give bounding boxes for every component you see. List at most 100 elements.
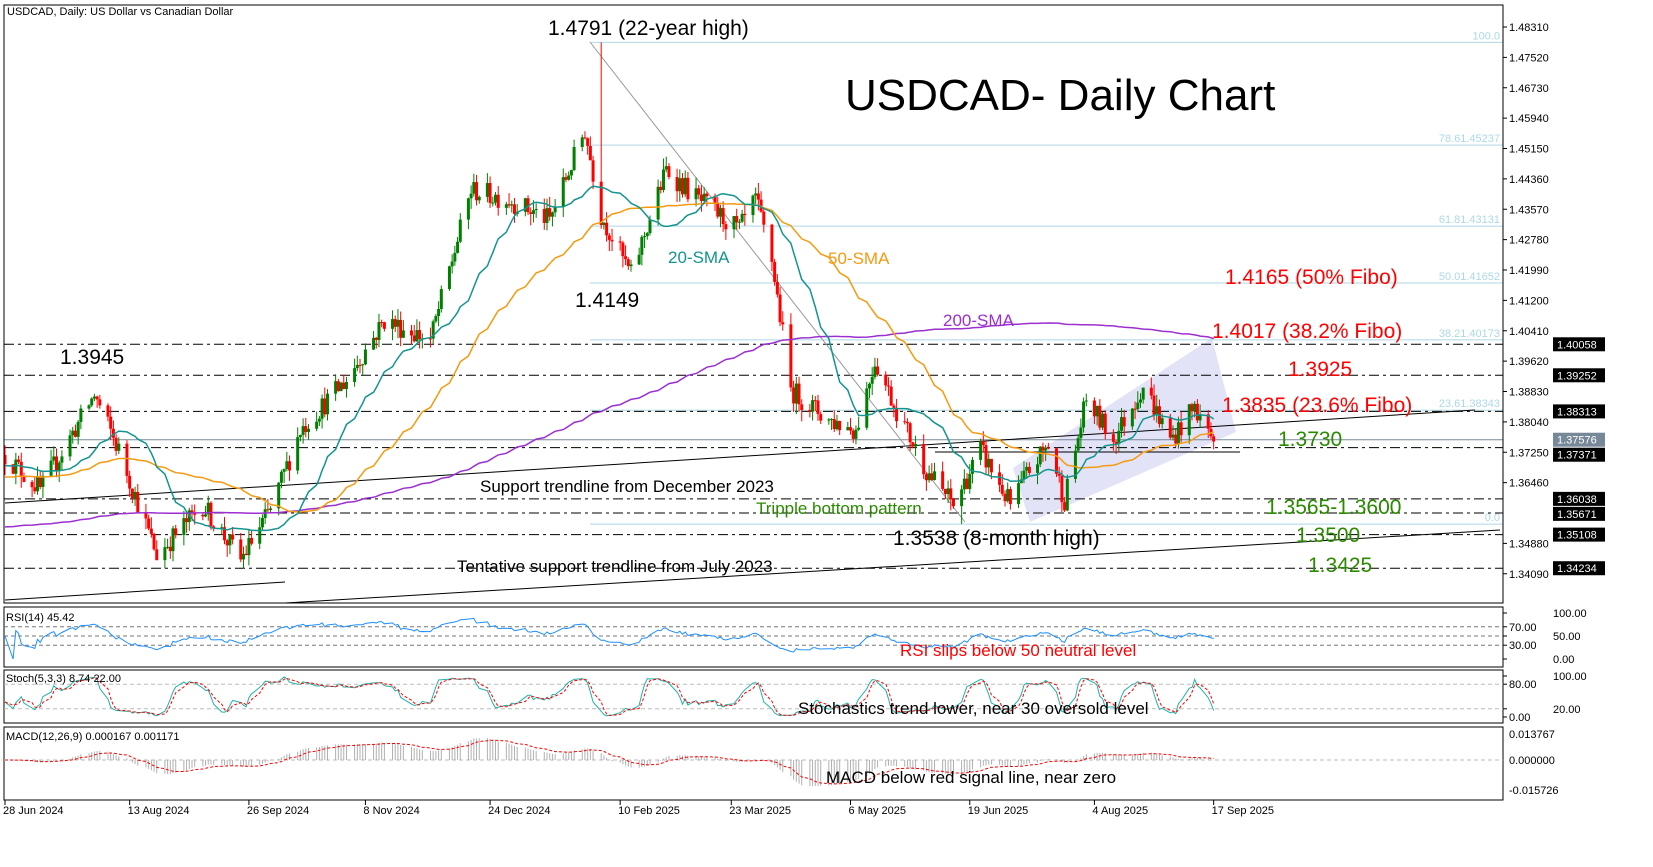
price-tick-label: 1.40410 <box>1509 326 1549 338</box>
candle-body <box>946 488 950 495</box>
candle-body <box>927 473 931 481</box>
candle-body <box>239 539 243 560</box>
annot-50-sma: 50-SMA <box>828 249 890 268</box>
date-tick-label: 26 Sep 2024 <box>247 805 309 817</box>
candle-body <box>640 236 644 255</box>
candle-body <box>114 437 118 451</box>
candle-body <box>960 489 964 507</box>
candle-body <box>304 426 308 432</box>
level-price-label: 1.38313 <box>1557 406 1597 418</box>
candle-body <box>1111 434 1115 442</box>
price-tick-label: 1.41990 <box>1509 265 1549 277</box>
rsi-tick-label: 100.00 <box>1553 608 1587 620</box>
candle-body <box>662 169 666 190</box>
candle-body <box>819 414 823 421</box>
candle-body <box>1160 418 1164 425</box>
candle-body <box>648 219 652 234</box>
candle-body <box>835 420 839 430</box>
candle-body <box>344 382 348 390</box>
candle-body <box>1193 403 1197 412</box>
candle-body <box>1190 404 1194 412</box>
candle-body <box>718 208 722 217</box>
candle-body <box>269 508 273 510</box>
rsi-tick-label: 0.00 <box>1553 654 1574 666</box>
candle-body <box>212 526 216 529</box>
candle-body <box>92 396 96 399</box>
candle-body <box>545 208 549 223</box>
candle-body <box>949 488 953 500</box>
candle-body <box>892 405 896 408</box>
candle-body <box>391 319 395 329</box>
candle-body <box>865 388 869 428</box>
macd-tick-label: 0.000000 <box>1509 755 1555 767</box>
candle-body <box>721 208 725 225</box>
candle-body <box>258 527 262 544</box>
annot-1-3500: 1.3500 <box>1296 524 1360 547</box>
price-tick-label: 1.34880 <box>1509 538 1549 550</box>
candle-body <box>792 387 796 404</box>
sma200-line <box>4 322 1214 528</box>
candle-body <box>542 208 546 223</box>
candle-body <box>759 199 763 212</box>
candle-body <box>54 456 58 471</box>
candle-body <box>724 224 728 230</box>
candle-body <box>171 528 175 552</box>
candle-body <box>1022 470 1026 480</box>
candle-body <box>353 368 357 383</box>
tentative-trendline-jul-2023 <box>284 529 1501 604</box>
candle-body <box>1027 466 1031 473</box>
candle-body <box>342 382 346 390</box>
candle-body <box>854 429 858 439</box>
candle-body <box>68 435 72 457</box>
candle-body <box>185 518 189 523</box>
candle-body <box>372 337 376 350</box>
candle-body <box>659 186 663 190</box>
candle-body <box>564 177 568 180</box>
candle-body <box>629 264 633 267</box>
candle-body <box>1122 417 1126 427</box>
candle-body <box>163 547 167 561</box>
level-price-label: 1.34234 <box>1557 563 1597 575</box>
candle-body <box>962 478 966 490</box>
candle-body <box>699 194 703 202</box>
candle-body <box>244 553 248 556</box>
candle-body <box>605 222 609 236</box>
candle-body <box>1149 387 1153 396</box>
candle-body <box>22 476 26 482</box>
annot-fibo-382: 1.4017 (38.2% Fibo) <box>1212 320 1402 343</box>
candle-body <box>472 182 476 194</box>
candle-body <box>174 528 178 536</box>
candle-body <box>569 170 573 176</box>
stoch-tick-label: 80.00 <box>1509 679 1537 691</box>
candle-body <box>228 534 232 546</box>
candle-body <box>561 177 565 208</box>
candle-body <box>1133 408 1137 410</box>
annot-1-4149: 1.4149 <box>575 289 639 312</box>
candle-body <box>231 534 235 540</box>
price-tick-label: 1.46730 <box>1509 83 1549 95</box>
candle-body <box>941 471 945 489</box>
current-price-box <box>1553 432 1605 447</box>
candle-body <box>382 322 386 329</box>
candle-body <box>924 474 928 481</box>
candle-body <box>447 266 451 290</box>
candle-body <box>320 398 324 419</box>
candle-body <box>870 377 874 384</box>
big-title: USDCAD- Daily Chart <box>845 71 1275 120</box>
rsi-label: RSI(14) 45.42 <box>6 612 74 624</box>
rsi-panel <box>3 606 1504 668</box>
stoch-panel <box>3 669 1504 724</box>
candle-body <box>57 462 61 471</box>
candle-body <box>1103 413 1107 435</box>
candle-body <box>681 178 684 195</box>
candle-body <box>439 289 443 309</box>
candle-body <box>754 193 758 196</box>
annot-1-3925: 1.3925 <box>1288 358 1352 381</box>
candle-body <box>1076 438 1080 451</box>
candle-body <box>656 186 660 220</box>
candle-body <box>583 137 587 139</box>
candle-body <box>1065 478 1069 511</box>
candle-body <box>355 364 359 369</box>
candle-body <box>209 502 213 527</box>
macd-signal-line <box>4 739 1214 785</box>
